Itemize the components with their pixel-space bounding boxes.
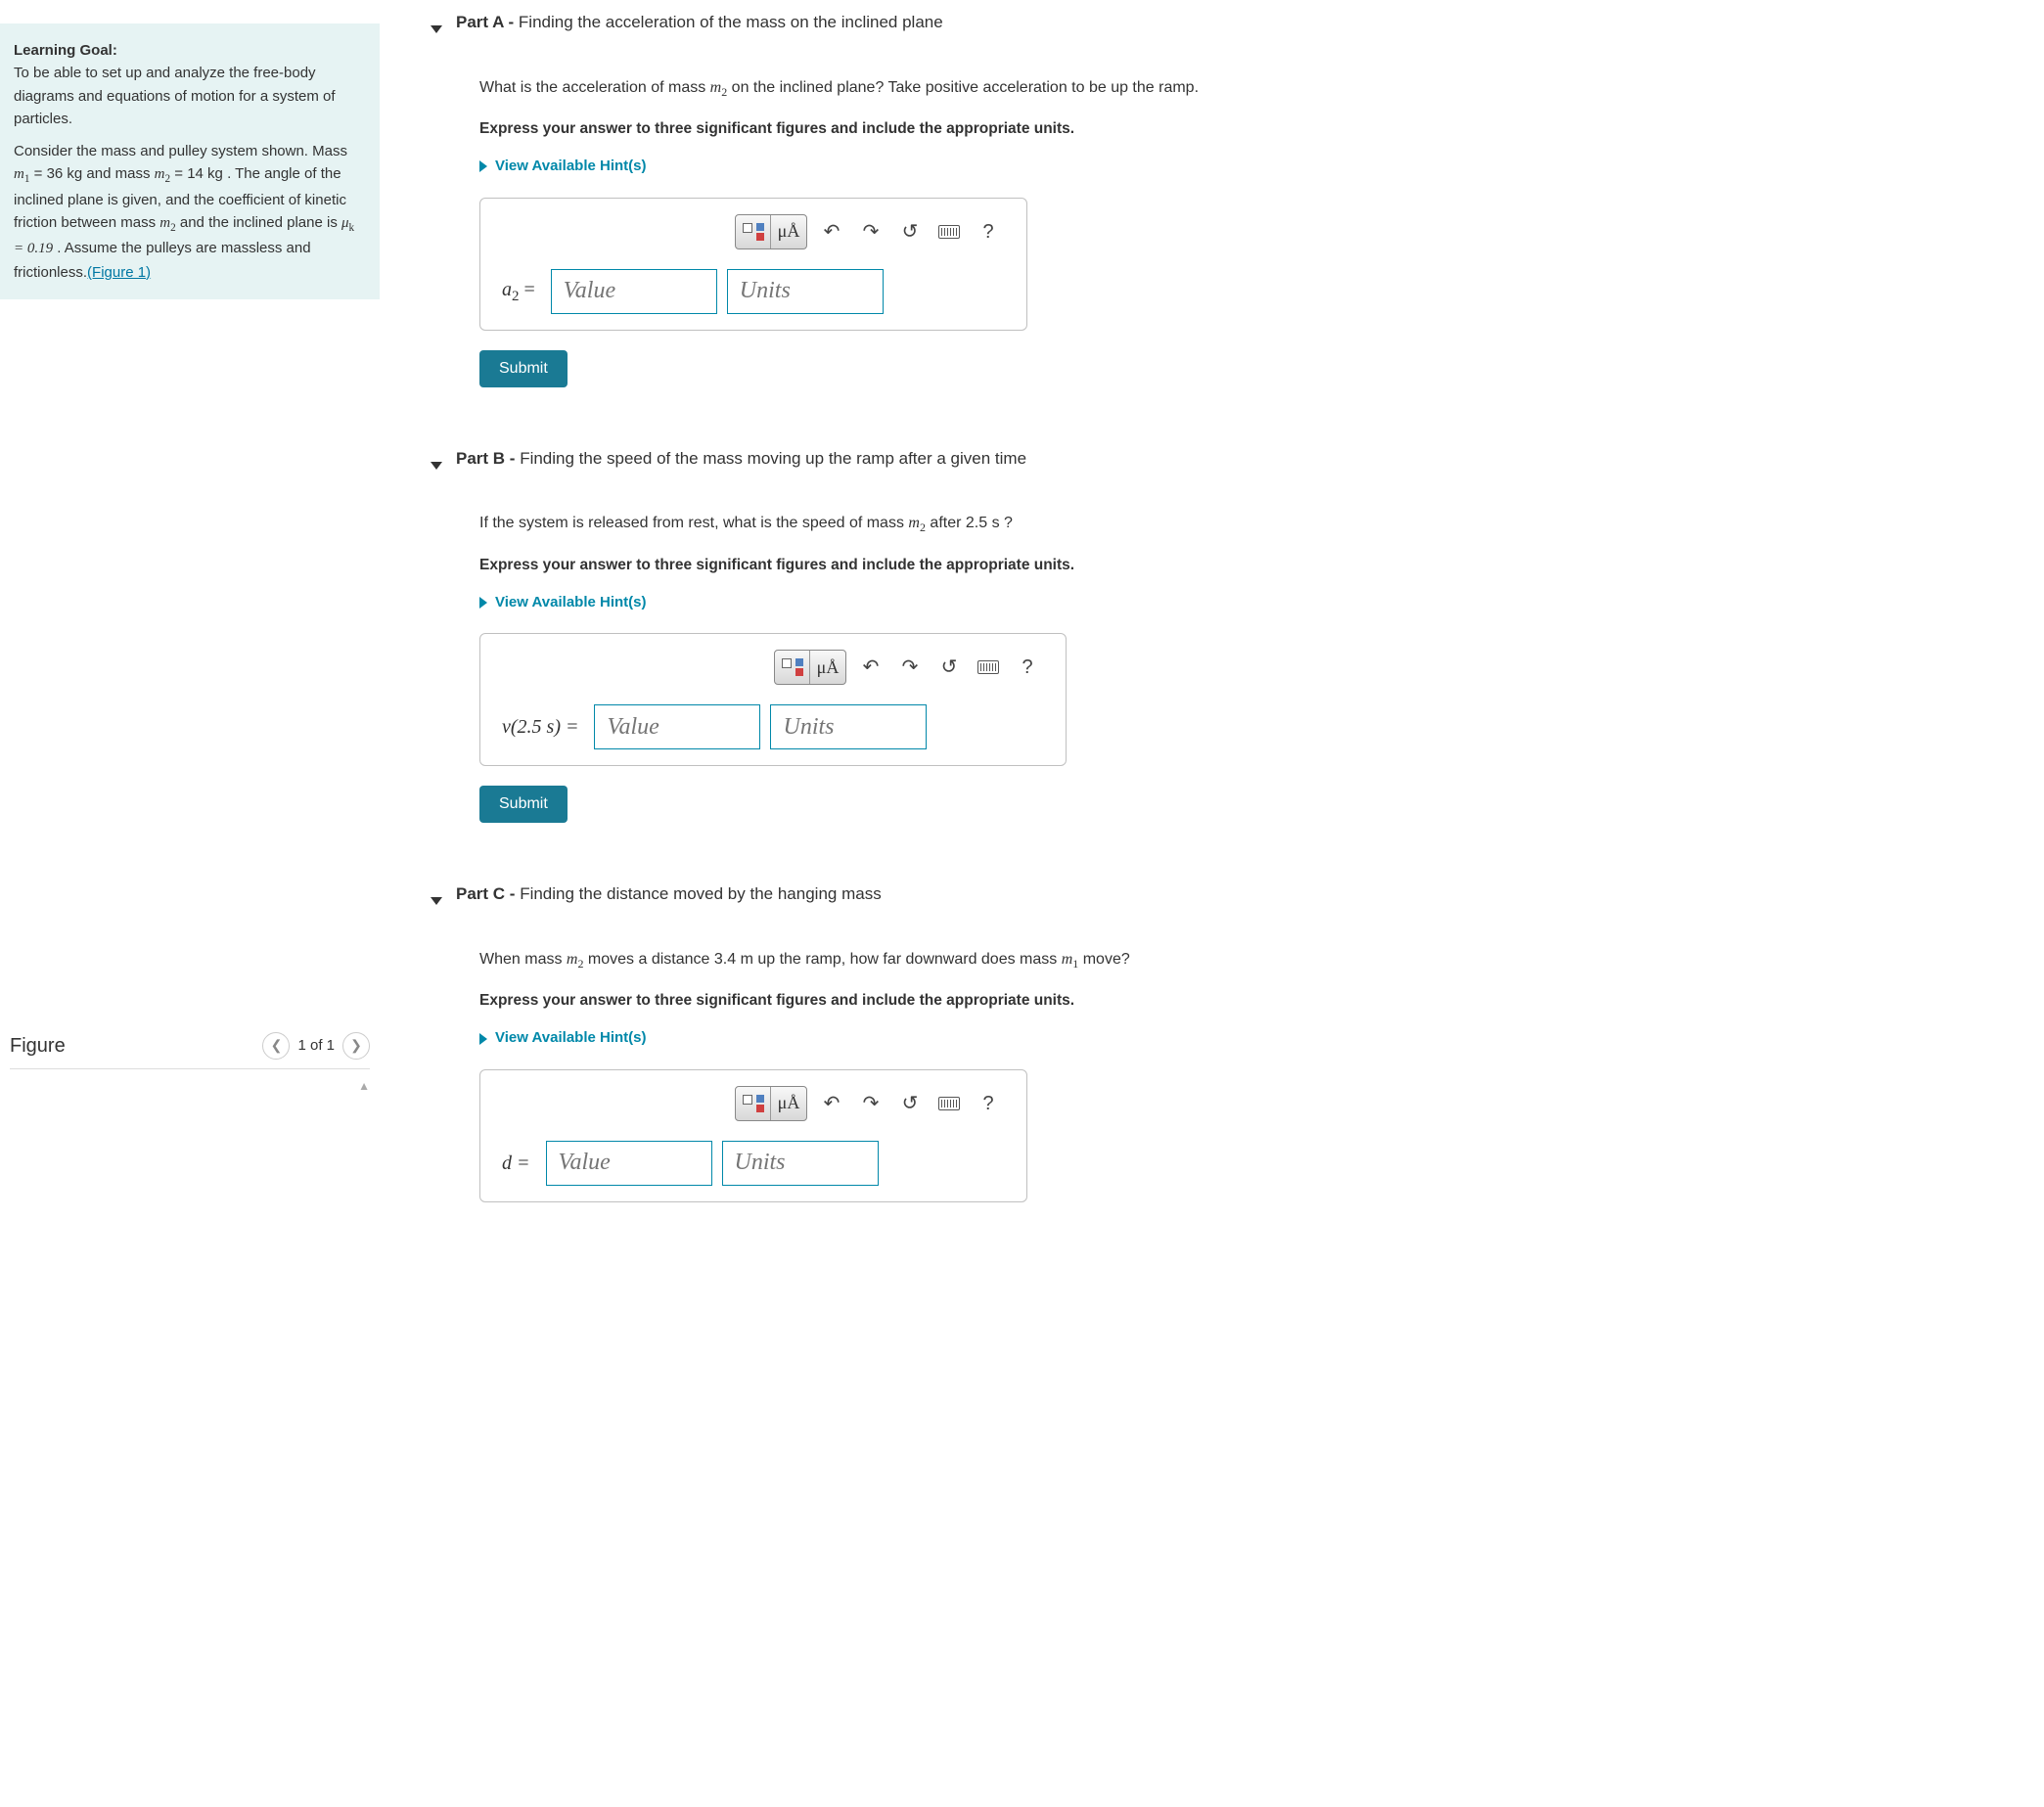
part-a-body: What is the acceleration of mass m2 on t… bbox=[431, 46, 1204, 407]
special-chars-button[interactable]: μÅ bbox=[771, 215, 806, 248]
part-b-value-input[interactable] bbox=[594, 704, 760, 749]
help-icon[interactable]: ? bbox=[1013, 653, 1042, 682]
help-icon[interactable]: ? bbox=[974, 1089, 1003, 1118]
reset-icon[interactable]: ↺ bbox=[895, 217, 925, 247]
part-c-question: When mass m2 moves a distance 3.4 m up t… bbox=[479, 947, 1204, 973]
main-content: Part A - Finding the acceleration of the… bbox=[391, 0, 1223, 1261]
part-b-toolbar: μÅ ↶ ↷ ↺ ? bbox=[496, 650, 1050, 699]
part-c-body: When mass m2 moves a distance 3.4 m up t… bbox=[431, 918, 1204, 1242]
redo-icon[interactable]: ↷ bbox=[856, 1089, 886, 1118]
part-a-toolbar: μÅ ↶ ↷ ↺ ? bbox=[496, 214, 1011, 263]
part-c-answer-box: μÅ ↶ ↷ ↺ ? d = bbox=[479, 1069, 1027, 1202]
part-c-units-input[interactable] bbox=[722, 1141, 879, 1186]
caret-down-icon bbox=[431, 25, 442, 33]
part-b-body: If the system is released from rest, wha… bbox=[431, 481, 1204, 842]
redo-icon[interactable]: ↷ bbox=[895, 653, 925, 682]
arrow-right-icon bbox=[479, 160, 487, 172]
redo-icon[interactable]: ↷ bbox=[856, 217, 886, 247]
keyboard-icon[interactable] bbox=[934, 1089, 964, 1118]
part-a-answer-box: μÅ ↶ ↷ ↺ ? a2 = bbox=[479, 198, 1027, 331]
figure-expand-icon[interactable]: ▲ bbox=[350, 1079, 370, 1093]
learning-goal-heading: Learning Goal: bbox=[14, 42, 117, 59]
arrow-right-icon bbox=[479, 1033, 487, 1045]
figure-pager: 1 of 1 bbox=[297, 1035, 335, 1058]
reset-icon[interactable]: ↺ bbox=[895, 1089, 925, 1118]
part-b-units-input[interactable] bbox=[770, 704, 927, 749]
template-icon[interactable] bbox=[736, 215, 771, 248]
template-icon[interactable] bbox=[775, 651, 810, 684]
special-chars-button[interactable]: μÅ bbox=[810, 651, 845, 684]
figure-section: Figure ❮ 1 of 1 ❯ ▲ bbox=[0, 1023, 380, 1098]
keyboard-icon[interactable] bbox=[934, 217, 964, 247]
left-sidebar: Learning Goal: To be able to set up and … bbox=[0, 0, 391, 1261]
template-icon[interactable] bbox=[736, 1087, 771, 1120]
part-b-header[interactable]: Part B - Finding the speed of the mass m… bbox=[431, 436, 1204, 482]
caret-down-icon bbox=[431, 897, 442, 905]
undo-icon[interactable]: ↶ bbox=[856, 653, 886, 682]
part-a-hints-toggle[interactable]: View Available Hint(s) bbox=[479, 156, 1204, 178]
part-c-hints-toggle[interactable]: View Available Hint(s) bbox=[479, 1027, 1204, 1050]
part-a-instruction: Express your answer to three significant… bbox=[479, 117, 1204, 140]
keyboard-icon[interactable] bbox=[974, 653, 1003, 682]
part-b-answer-box: μÅ ↶ ↷ ↺ ? v(2.5 s) = bbox=[479, 633, 1067, 766]
part-b-var-label: v(2.5 s) = bbox=[496, 712, 584, 742]
caret-down-icon bbox=[431, 462, 442, 470]
part-b-instruction: Express your answer to three significant… bbox=[479, 554, 1204, 576]
part-b-question: If the system is released from rest, wha… bbox=[479, 511, 1204, 537]
part-b-submit-button[interactable]: Submit bbox=[479, 786, 568, 823]
learning-goal-panel: Learning Goal: To be able to set up and … bbox=[0, 23, 380, 299]
part-a-var-label: a2 = bbox=[496, 275, 541, 308]
part-c-value-input[interactable] bbox=[546, 1141, 712, 1186]
part-c-toolbar: μÅ ↶ ↷ ↺ ? bbox=[496, 1086, 1011, 1135]
undo-icon[interactable]: ↶ bbox=[817, 1089, 846, 1118]
learning-goal-intro: To be able to set up and analyze the fre… bbox=[14, 65, 336, 127]
reset-icon[interactable]: ↺ bbox=[934, 653, 964, 682]
part-a-value-input[interactable] bbox=[551, 269, 717, 314]
part-c-header[interactable]: Part C - Finding the distance moved by t… bbox=[431, 872, 1204, 918]
undo-icon[interactable]: ↶ bbox=[817, 217, 846, 247]
figure-link[interactable]: (Figure 1) bbox=[87, 264, 151, 281]
help-icon[interactable]: ? bbox=[974, 217, 1003, 247]
arrow-right-icon bbox=[479, 597, 487, 609]
part-c-var-label: d = bbox=[496, 1149, 536, 1178]
figure-title: Figure bbox=[10, 1031, 66, 1061]
special-chars-button[interactable]: μÅ bbox=[771, 1087, 806, 1120]
figure-next-button[interactable]: ❯ bbox=[342, 1032, 370, 1060]
part-a-header[interactable]: Part A - Finding the acceleration of the… bbox=[431, 0, 1204, 46]
part-a-submit-button[interactable]: Submit bbox=[479, 350, 568, 387]
part-b-hints-toggle[interactable]: View Available Hint(s) bbox=[479, 592, 1204, 614]
figure-prev-button[interactable]: ❮ bbox=[262, 1032, 290, 1060]
learning-goal-problem: Consider the mass and pulley system show… bbox=[14, 140, 366, 284]
part-a-question: What is the acceleration of mass m2 on t… bbox=[479, 75, 1204, 102]
part-c-instruction: Express your answer to three significant… bbox=[479, 989, 1204, 1012]
part-a-units-input[interactable] bbox=[727, 269, 884, 314]
